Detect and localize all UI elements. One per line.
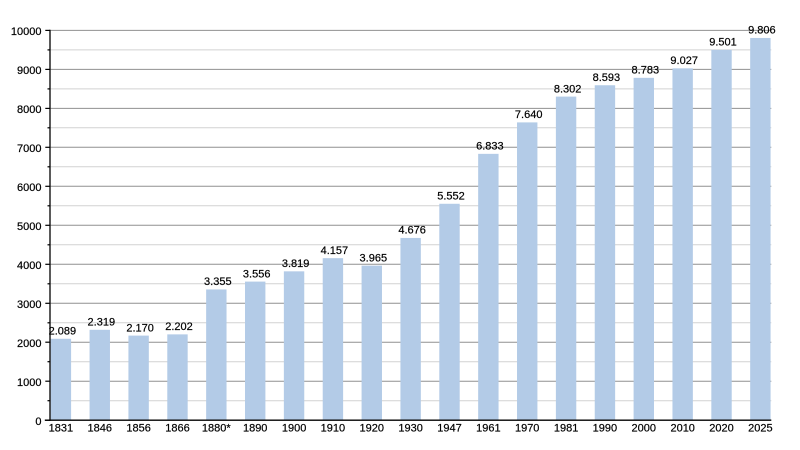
svg-text:4.157: 4.157 <box>321 245 349 257</box>
svg-text:1970: 1970 <box>515 423 539 435</box>
svg-text:1920: 1920 <box>360 423 384 435</box>
svg-text:2.170: 2.170 <box>126 322 154 334</box>
svg-text:7.640: 7.640 <box>515 109 543 121</box>
svg-text:3000: 3000 <box>17 299 41 311</box>
svg-text:2020: 2020 <box>709 423 733 435</box>
svg-text:1910: 1910 <box>321 423 345 435</box>
svg-text:2025: 2025 <box>748 423 772 435</box>
svg-text:6.833: 6.833 <box>476 141 504 153</box>
svg-text:3.819: 3.819 <box>282 258 310 270</box>
svg-text:9000: 9000 <box>17 65 41 77</box>
svg-text:5000: 5000 <box>17 221 41 233</box>
svg-text:1000: 1000 <box>17 377 41 389</box>
svg-text:6000: 6000 <box>17 182 41 194</box>
svg-text:4000: 4000 <box>17 260 41 272</box>
svg-text:1846: 1846 <box>88 423 112 435</box>
svg-text:3.965: 3.965 <box>360 252 388 264</box>
svg-text:9.501: 9.501 <box>709 37 737 49</box>
svg-text:7000: 7000 <box>17 143 41 155</box>
svg-text:1831: 1831 <box>49 423 73 435</box>
svg-text:9.027: 9.027 <box>670 55 698 67</box>
svg-text:2.202: 2.202 <box>165 321 193 333</box>
svg-text:2000: 2000 <box>17 338 41 350</box>
svg-text:3.556: 3.556 <box>243 268 271 280</box>
svg-text:8.302: 8.302 <box>554 83 582 95</box>
svg-text:2.089: 2.089 <box>49 326 77 338</box>
svg-text:1856: 1856 <box>126 423 150 435</box>
svg-text:1890: 1890 <box>243 423 267 435</box>
svg-text:1961: 1961 <box>476 423 500 435</box>
svg-text:8.593: 8.593 <box>593 72 621 84</box>
svg-text:8000: 8000 <box>17 104 41 116</box>
svg-text:1866: 1866 <box>165 423 189 435</box>
svg-text:2.319: 2.319 <box>88 317 116 329</box>
svg-text:5.552: 5.552 <box>437 191 465 203</box>
svg-text:4.676: 4.676 <box>398 225 426 237</box>
svg-text:1947: 1947 <box>437 423 461 435</box>
svg-text:1880*: 1880* <box>202 423 231 435</box>
svg-text:8.783: 8.783 <box>632 65 660 77</box>
svg-text:0: 0 <box>35 416 41 428</box>
svg-text:10000: 10000 <box>11 26 42 38</box>
svg-text:1900: 1900 <box>282 423 306 435</box>
svg-text:9.806: 9.806 <box>748 25 776 37</box>
svg-text:1981: 1981 <box>554 423 578 435</box>
svg-text:2010: 2010 <box>670 423 694 435</box>
svg-text:2000: 2000 <box>632 423 656 435</box>
svg-text:3.355: 3.355 <box>204 276 232 288</box>
svg-text:1990: 1990 <box>593 423 617 435</box>
svg-text:1930: 1930 <box>398 423 422 435</box>
